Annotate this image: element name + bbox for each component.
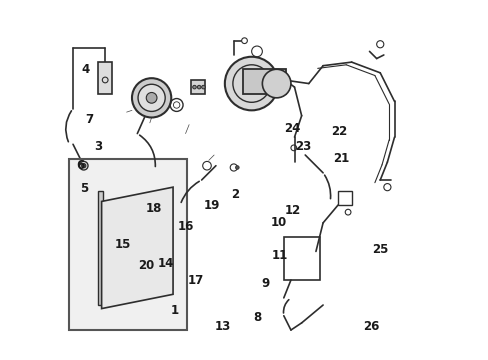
Text: 5: 5 (80, 183, 88, 195)
Bar (190, 80, 205, 94)
Circle shape (262, 69, 290, 98)
Polygon shape (102, 187, 173, 309)
Text: 10: 10 (270, 216, 286, 229)
Bar (283, 237, 319, 280)
Text: 23: 23 (295, 140, 311, 153)
Text: 12: 12 (284, 204, 300, 217)
Text: 8: 8 (252, 311, 261, 324)
Text: 1: 1 (170, 304, 179, 317)
Circle shape (132, 78, 171, 117)
Text: 9: 9 (261, 277, 269, 290)
Text: 26: 26 (363, 320, 379, 333)
Text: 20: 20 (138, 259, 154, 272)
Circle shape (224, 57, 278, 111)
Bar (98, 62, 112, 94)
Circle shape (201, 85, 205, 89)
Bar (69, 158, 187, 330)
Bar (242, 69, 285, 94)
Text: 2: 2 (231, 188, 239, 201)
Text: 11: 11 (271, 248, 288, 261)
Text: 15: 15 (115, 238, 131, 251)
Circle shape (81, 163, 86, 168)
Bar (337, 191, 352, 205)
Circle shape (146, 93, 157, 103)
Text: 13: 13 (215, 320, 231, 333)
Text: 4: 4 (81, 63, 89, 76)
Text: 7: 7 (85, 113, 93, 126)
Text: 19: 19 (204, 198, 220, 212)
Text: 16: 16 (177, 220, 193, 233)
Circle shape (192, 85, 196, 89)
Circle shape (197, 85, 201, 89)
Text: 3: 3 (94, 140, 102, 153)
Text: 14: 14 (158, 257, 174, 270)
Text: 18: 18 (145, 202, 161, 215)
Text: 24: 24 (284, 122, 300, 135)
Circle shape (138, 84, 165, 111)
Text: 17: 17 (188, 274, 204, 287)
Text: 6: 6 (76, 159, 84, 172)
Text: 25: 25 (371, 243, 387, 256)
Bar (98, 191, 103, 305)
Circle shape (235, 166, 239, 169)
Text: 21: 21 (332, 152, 348, 165)
Text: 22: 22 (330, 125, 346, 138)
